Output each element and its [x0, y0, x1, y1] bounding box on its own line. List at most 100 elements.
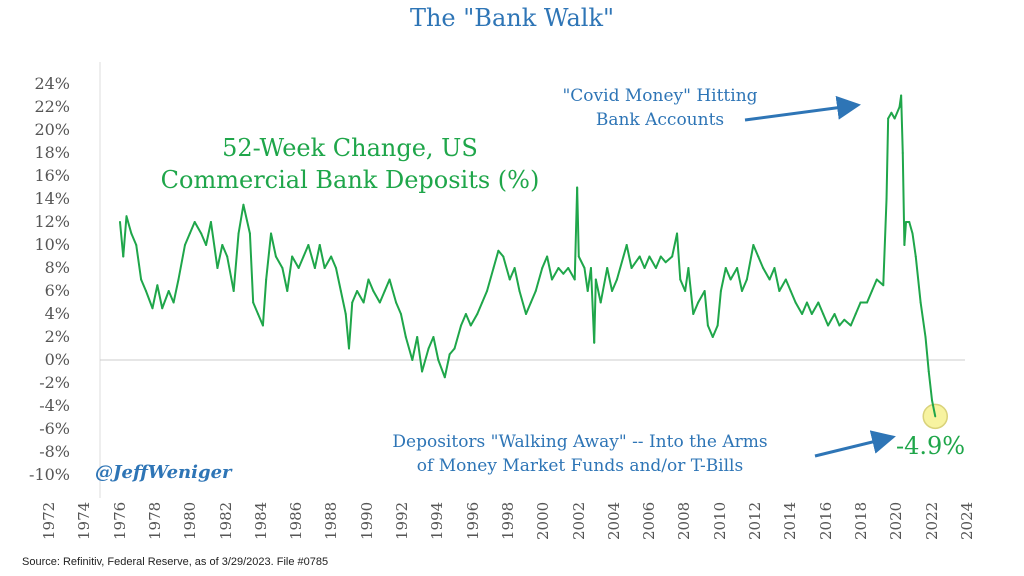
- series-line-segment: [411, 336, 419, 361]
- series-line-segment: [221, 244, 229, 258]
- series-line-segment: [270, 232, 277, 258]
- series-line-segment: [378, 290, 386, 304]
- y-tick-label: 2%: [44, 327, 70, 346]
- y-tick-label: -2%: [39, 373, 70, 392]
- x-tick-label: 2018: [851, 501, 870, 540]
- series-line-segment: [615, 255, 625, 281]
- series-line-segment: [356, 290, 365, 304]
- series-line-segment: [719, 267, 727, 292]
- series-line-segment: [339, 290, 347, 315]
- series-line-segment: [757, 255, 765, 269]
- y-tick-label: -8%: [39, 442, 70, 461]
- series-line-segment: [885, 117, 890, 200]
- series-line-segment: [119, 221, 125, 258]
- series-line-segment: [773, 267, 781, 292]
- y-tick-label: -10%: [29, 465, 70, 484]
- series-line-segment: [849, 313, 857, 327]
- series-line-segment: [151, 284, 159, 310]
- series-line-segment: [193, 221, 203, 235]
- series-line-segment: [130, 232, 138, 246]
- x-tick-label: 1996: [463, 501, 482, 540]
- series-line-segment: [347, 301, 354, 350]
- series-line-segment: [810, 301, 820, 315]
- x-tick-label: 2012: [746, 501, 764, 540]
- x-tick-label: 2006: [640, 501, 659, 540]
- series-line-segment: [313, 244, 321, 269]
- series-line-segment: [242, 203, 251, 235]
- series-line-segment: [843, 318, 852, 327]
- series-line-segment: [508, 267, 516, 281]
- x-tick-label: 2004: [604, 501, 623, 540]
- covid-annotation-line1: "Covid Money" Hitting: [562, 86, 758, 106]
- covid-arrow: [744, 95, 861, 122]
- series-label-line2: Commercial Bank Deposits (%): [160, 166, 540, 194]
- series-line-segment: [383, 278, 391, 292]
- y-tick-label: 16%: [34, 166, 70, 185]
- series-line-segment: [659, 255, 667, 264]
- series-line-segment: [261, 278, 268, 327]
- series-line-segment: [443, 353, 451, 379]
- y-tick-label: 10%: [34, 235, 70, 254]
- series-line-segment: [486, 267, 495, 292]
- series-line-segment: [664, 255, 674, 264]
- series-line-segment: [135, 244, 143, 281]
- x-tick-label: 1990: [357, 501, 376, 540]
- series-line-segment: [676, 232, 682, 281]
- series-line-segment: [550, 267, 560, 281]
- series-line-segment: [122, 215, 128, 258]
- series-line-segment: [302, 244, 310, 258]
- series-line-segment: [611, 278, 618, 292]
- series-line-segment: [711, 324, 719, 338]
- series-line-segment: [427, 336, 435, 350]
- series-line-segment: [854, 301, 862, 315]
- series-line-segment: [232, 232, 240, 292]
- series-line-segment: [529, 290, 537, 304]
- series-line-segment: [562, 267, 570, 275]
- series-line-segment: [399, 313, 407, 338]
- series-line-segment: [469, 313, 479, 327]
- x-tick-label: 2000: [534, 501, 553, 540]
- series-line-segment: [833, 313, 841, 327]
- series-line-segment: [248, 232, 255, 304]
- series-line-segment: [351, 290, 359, 304]
- x-tick-label: 1986: [287, 501, 306, 540]
- series-line-segment: [476, 301, 484, 315]
- series-line-segment: [140, 278, 147, 292]
- series-line-segment: [903, 221, 908, 246]
- y-tick-label: 22%: [34, 97, 70, 116]
- series-line-segment: [161, 290, 170, 310]
- y-tick-label: 14%: [34, 189, 70, 208]
- series-line-segment: [866, 290, 873, 304]
- series-line-segment: [167, 290, 175, 304]
- x-tick-label: 1980: [181, 501, 200, 540]
- y-tick-label: 24%: [34, 74, 70, 93]
- series-line-segment: [497, 249, 505, 258]
- series-line-segment: [762, 267, 771, 281]
- y-tick-label: 12%: [34, 212, 70, 231]
- series-line-segment: [265, 232, 273, 281]
- series-line-segment: [740, 278, 748, 292]
- series-label-line1: 52-Week Change, US: [222, 134, 478, 162]
- series-line-segment: [362, 278, 370, 304]
- series-line-segment: [671, 232, 679, 258]
- series-line-segment: [416, 336, 424, 373]
- series-line-segment: [654, 255, 662, 269]
- series-line-segment: [801, 301, 808, 315]
- x-tick-label: 2014: [781, 501, 800, 540]
- series-line-segment: [453, 324, 463, 350]
- y-tick-label: 4%: [44, 304, 70, 323]
- y-tick-label: 8%: [44, 258, 70, 277]
- series-line-segment: [460, 313, 467, 327]
- series-line-segment: [307, 244, 316, 269]
- series-line-segment: [200, 232, 208, 246]
- series-line-segment: [546, 255, 553, 281]
- series-line-segment: [752, 244, 760, 258]
- covid-annotation: "Covid Money" Hitting Bank Accounts: [520, 84, 800, 132]
- series-line-segment: [557, 267, 565, 275]
- series-line-segment: [789, 290, 797, 304]
- series-line-segment: [817, 301, 825, 315]
- y-tick-label: 18%: [34, 143, 70, 162]
- series-line-segment: [421, 347, 430, 373]
- series-line-segment: [638, 255, 646, 269]
